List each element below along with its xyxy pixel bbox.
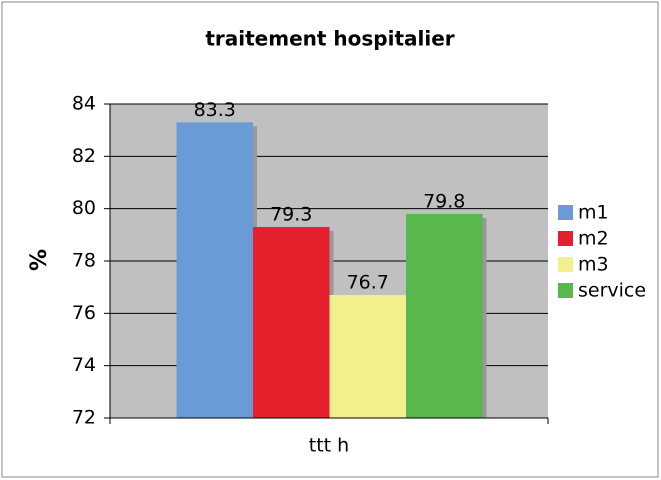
bar bbox=[329, 295, 406, 418]
legend-label: m3 bbox=[578, 254, 609, 276]
y-tick-label: 72 bbox=[72, 407, 96, 429]
y-tick-label: 84 bbox=[72, 93, 96, 115]
data-label: 76.7 bbox=[347, 272, 389, 294]
y-axis-label: % bbox=[27, 249, 52, 271]
data-label: 83.3 bbox=[194, 99, 236, 121]
x-tick-label: ttt h bbox=[309, 435, 349, 457]
data-label: 79.3 bbox=[270, 203, 312, 225]
legend-label: service bbox=[578, 280, 646, 302]
bar bbox=[253, 226, 330, 418]
y-tick-label: 78 bbox=[72, 250, 96, 272]
y-tick-label: 80 bbox=[72, 197, 96, 219]
legend-label: m2 bbox=[578, 228, 609, 250]
data-label: 79.8 bbox=[423, 190, 465, 212]
bar bbox=[406, 213, 483, 418]
chart-title: traitement hospitalier bbox=[205, 27, 454, 51]
y-tick-label: 82 bbox=[72, 145, 96, 167]
y-tick-label: 76 bbox=[72, 302, 96, 324]
legend-swatch bbox=[558, 257, 573, 272]
legend-swatch bbox=[558, 283, 573, 298]
bar bbox=[176, 122, 253, 419]
y-tick-label: 74 bbox=[72, 354, 96, 376]
legend-label: m1 bbox=[578, 202, 609, 224]
legend-swatch bbox=[558, 205, 573, 220]
legend-swatch bbox=[558, 231, 573, 246]
